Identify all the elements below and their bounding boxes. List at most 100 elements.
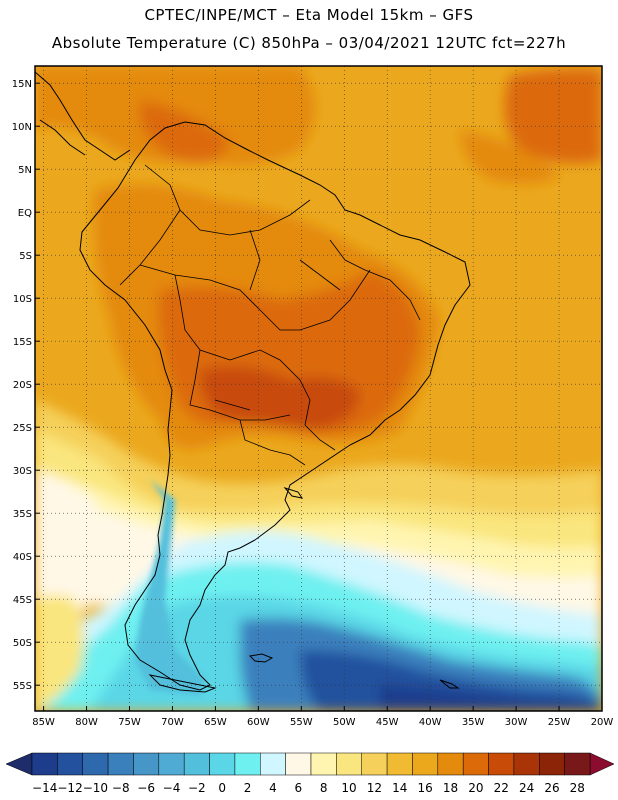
colorbar-label: −2 <box>188 781 206 795</box>
lon-label: 85W <box>32 717 55 728</box>
temperature-field <box>35 66 602 711</box>
lat-label: 15N <box>12 79 32 90</box>
field-andes-cold <box>135 480 205 695</box>
colorbar-label: 16 <box>417 781 432 795</box>
lon-label: 40W <box>419 717 442 728</box>
colorbar-label: 0 <box>218 781 226 795</box>
colorbar-swatch <box>412 752 439 776</box>
field-cold-minus14 <box>380 685 602 711</box>
colorbar-swatch <box>488 752 515 776</box>
colorbar-swatch <box>82 752 109 776</box>
colorbar-swatch <box>285 752 312 776</box>
colorbar-swatch <box>57 752 83 776</box>
lat-label: 40S <box>13 552 32 563</box>
lat-label: 15S <box>13 337 32 348</box>
lat-label: 5N <box>18 165 32 176</box>
lat-label: 35S <box>13 509 32 520</box>
central-america-coastline <box>35 71 131 161</box>
lat-label: 45S <box>13 595 32 606</box>
colorbar-swatch <box>437 752 464 776</box>
colorbar-label: 10 <box>341 781 356 795</box>
colorbar-labels: −14 −12 −10 −8 −6 −4 −2 0 2 4 6 8 10 12 14 16 18 20 22 24 26… <box>32 781 585 795</box>
field-cold-minus12 <box>300 650 602 711</box>
colorbar-swatches <box>5 752 615 776</box>
latitude-labels: 15N 10N 5N EQ 5S 10S 15S 20S 25S 30S 35S 40S 45S 50S 5… <box>12 79 32 692</box>
colorbar-swatch <box>234 752 261 776</box>
lagoa-dos-patos <box>283 487 304 499</box>
colorbar-label: 18 <box>443 781 458 795</box>
falkland-islands <box>248 653 274 663</box>
lon-label: 75W <box>118 717 141 728</box>
colorbar-label: 24 <box>519 781 534 795</box>
colorbar-label: 2 <box>244 781 252 795</box>
lat-label: 25S <box>13 423 32 434</box>
map-title-line2: Absolute Temperature (C) 850hPa – 03/04/… <box>51 34 567 52</box>
lat-label: 55S <box>13 681 32 692</box>
lon-label: 25W <box>548 717 571 728</box>
colorbar-label: 26 <box>544 781 559 795</box>
map-coastlines <box>35 71 471 693</box>
colorbar-label: −14 <box>32 781 57 795</box>
field-atlantic-20-22 <box>504 68 602 164</box>
colorbar-label: −10 <box>83 781 108 795</box>
colorbar-label: −8 <box>112 781 130 795</box>
field-paraguay-22-24 <box>200 366 360 430</box>
colorbar-swatch <box>386 752 413 776</box>
lon-label: 30W <box>505 717 528 728</box>
colorbar-swatch <box>31 752 58 776</box>
lat-label: 10N <box>12 122 32 133</box>
south-america-coastline <box>79 121 471 691</box>
colorbar-swatch <box>310 752 337 776</box>
temperature-map: 15N 10N 5N EQ 5S 10S 15S 20S 25S 30S 35S 40S 45S 50S 5… <box>12 65 613 728</box>
colorbar-swatch <box>336 752 362 776</box>
temperature-colorbar: −14 −12 −10 −8 −6 −4 −2 0 2 4 6 8 10 12 14 16 18 20 22 24 26… <box>5 752 615 795</box>
colorbar-label: 22 <box>494 781 509 795</box>
lat-label: 50S <box>13 638 32 649</box>
colorbar-swatch <box>513 752 540 776</box>
lon-label: 55W <box>290 717 313 728</box>
field-atlantic-18-20 <box>460 130 560 184</box>
colorbar-swatch <box>209 752 236 776</box>
lon-label: 80W <box>75 717 98 728</box>
colorbar-label: 14 <box>392 781 407 795</box>
map-title-line1: CPTEC/INPE/MCT – Eta Model 15km – GFS <box>144 6 474 24</box>
lat-label: 20S <box>13 380 32 391</box>
tierra-del-fuego <box>148 674 217 693</box>
lon-label: 45W <box>376 717 399 728</box>
colorbar-swatch <box>564 752 591 776</box>
map-grid <box>35 66 603 711</box>
colorbar-swatch <box>107 752 134 776</box>
lon-label: 70W <box>161 717 184 728</box>
lon-label: 20W <box>591 717 614 728</box>
colorbar-swatch <box>133 752 160 776</box>
map-frame <box>34 65 603 712</box>
lon-label: 35W <box>462 717 485 728</box>
colorbar-label: 4 <box>269 781 277 795</box>
country-borders <box>119 164 421 466</box>
longitude-labels: 85W 80W 75W 70W 65W 60W 55W 50W 45W 40W 35W 30W 25W 2… <box>32 717 613 728</box>
colorbar-over-arrow <box>589 752 615 776</box>
colorbar-label: −4 <box>163 781 181 795</box>
colorbar-label: −6 <box>137 781 155 795</box>
lat-label: 30S <box>13 466 32 477</box>
field-pacific-10-12 <box>35 595 84 711</box>
colorbar-swatch <box>361 752 388 776</box>
lon-label: 65W <box>204 717 227 728</box>
lon-label: 60W <box>247 717 270 728</box>
lat-label: 10S <box>13 294 32 305</box>
lat-label: 5S <box>19 251 32 262</box>
colorbar-label: 8 <box>320 781 328 795</box>
south-georgia <box>439 679 460 689</box>
colorbar-swatch <box>462 752 489 776</box>
lon-label: 50W <box>333 717 356 728</box>
colorbar-label: 28 <box>570 781 585 795</box>
colorbar-swatch <box>539 752 565 776</box>
colorbar-label: 12 <box>367 781 382 795</box>
colorbar-label: 20 <box>468 781 483 795</box>
field-venezuela-20-22 <box>140 100 230 163</box>
colorbar-swatch <box>260 752 286 776</box>
colorbar-swatch <box>183 752 210 776</box>
colorbar-swatch <box>158 752 185 776</box>
lat-label: EQ <box>18 208 32 219</box>
colorbar-under-arrow <box>5 752 33 776</box>
